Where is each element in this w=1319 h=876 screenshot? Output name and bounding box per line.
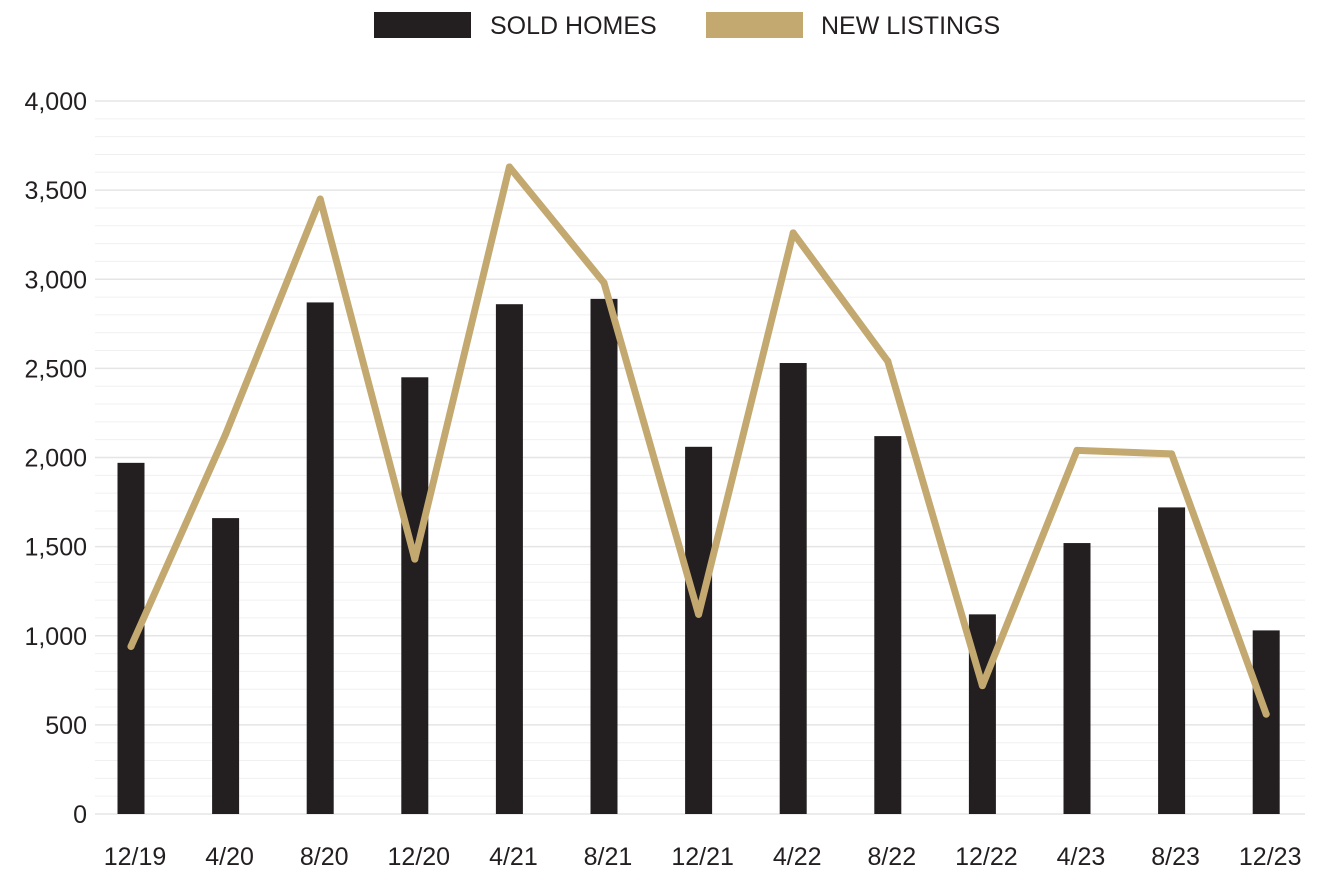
legend-swatch-sold-homes <box>374 12 471 38</box>
new-listings-point <box>695 610 703 618</box>
x-tick-label: 8/23 <box>1151 843 1200 871</box>
sold-homes-bar <box>590 298 618 814</box>
new-listings-point <box>884 357 892 365</box>
legend-label-new-listings: NEW LISTINGS <box>821 12 1000 40</box>
sold-homes-bars <box>117 298 1280 814</box>
x-tick-label: 12/19 <box>104 843 167 871</box>
sold-homes-bar <box>779 363 807 814</box>
sold-homes-bar <box>1158 507 1186 814</box>
new-listings-line-group <box>127 163 1270 718</box>
x-tick-label: 8/22 <box>867 843 916 871</box>
new-listings-point <box>222 430 230 438</box>
x-tick-label: 12/21 <box>671 843 734 871</box>
sold-homes-bar <box>1063 543 1091 814</box>
new-listings-point <box>600 279 608 287</box>
x-tick-label: 4/20 <box>205 843 254 871</box>
y-tick-label: 3,500 <box>24 177 87 205</box>
sold-homes-bar <box>212 518 240 814</box>
x-tick-label: 12/20 <box>388 843 451 871</box>
new-listings-point <box>789 229 797 237</box>
sold-homes-bar <box>685 446 713 814</box>
sold-homes-bar <box>306 302 334 814</box>
sold-homes-bar <box>1252 630 1280 814</box>
sold-homes-bar <box>874 436 902 814</box>
legend: SOLD HOMES NEW LISTINGS <box>374 12 1000 40</box>
new-listings-point <box>978 682 986 690</box>
x-tick-label: 8/20 <box>300 843 349 871</box>
new-listings-point <box>127 642 135 650</box>
sold-homes-bar <box>495 304 523 814</box>
x-tick-label: 4/23 <box>1057 843 1106 871</box>
y-axis: 0 500 1,000 1,500 2,000 2,500 3,000 3,500 4,000 <box>24 88 87 829</box>
y-tick-label: 1,000 <box>24 623 87 651</box>
y-tick-label: 500 <box>45 712 87 740</box>
legend-label-sold-homes: SOLD HOMES <box>490 12 657 40</box>
new-listings-point <box>1262 710 1270 718</box>
x-tick-label: 4/22 <box>773 843 822 871</box>
x-tick-label: 4/21 <box>489 843 538 871</box>
new-listings-point <box>411 555 419 563</box>
x-tick-label: 12/22 <box>955 843 1018 871</box>
new-listings-point <box>505 163 513 171</box>
y-tick-label: 4,000 <box>24 88 87 116</box>
y-tick-label: 2,000 <box>24 445 87 473</box>
y-tick-label: 2,500 <box>24 355 87 383</box>
legend-swatch-new-listings <box>706 12 803 38</box>
x-tick-label: 8/21 <box>584 843 633 871</box>
y-tick-label: 1,500 <box>24 534 87 562</box>
new-listings-point <box>1073 446 1081 454</box>
x-tick-label: 12/23 <box>1239 843 1302 871</box>
x-axis: 12/19 4/20 8/20 12/20 4/21 8/21 12/21 4/22 8/22 1… <box>104 843 1302 871</box>
y-tick-label: 3,000 <box>24 266 87 294</box>
new-listings-point <box>316 195 324 203</box>
y-tick-label: 0 <box>73 801 87 829</box>
sold-homes-bar <box>401 377 429 814</box>
new-listings-point <box>1168 450 1176 458</box>
